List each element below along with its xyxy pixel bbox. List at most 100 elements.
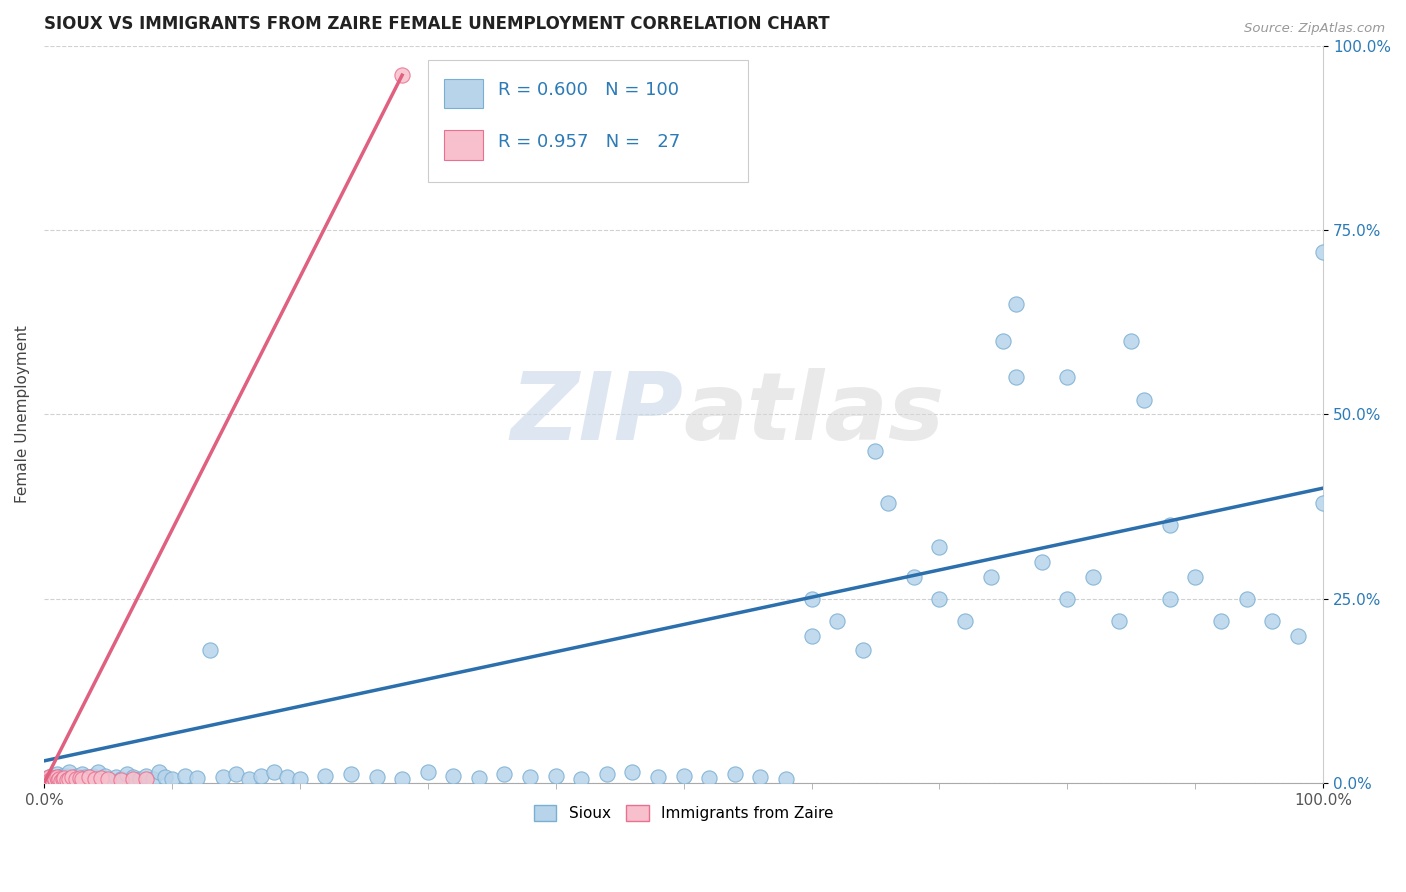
Point — [128, 772, 150, 787]
Point — [65, 772, 87, 787]
Point — [877, 496, 900, 510]
Point — [173, 769, 195, 783]
Legend: Sioux, Immigrants from Zaire: Sioux, Immigrants from Zaire — [527, 799, 839, 827]
Point — [953, 614, 976, 628]
Point — [45, 767, 67, 781]
Point — [366, 770, 388, 784]
Point — [1005, 370, 1028, 384]
Point — [56, 773, 79, 788]
Point — [212, 770, 235, 784]
Point — [63, 773, 86, 788]
Point — [72, 772, 94, 786]
Point — [60, 770, 83, 784]
Point — [200, 643, 222, 657]
Point — [38, 770, 60, 784]
Point — [84, 771, 107, 785]
Point — [416, 764, 439, 779]
Point — [110, 773, 132, 788]
Point — [37, 772, 59, 787]
Point — [82, 769, 104, 783]
Point — [77, 770, 100, 784]
Point — [100, 773, 122, 788]
Point — [1133, 392, 1156, 407]
Point — [142, 772, 165, 786]
Text: Source: ZipAtlas.com: Source: ZipAtlas.com — [1244, 22, 1385, 36]
Point — [41, 769, 63, 783]
Point — [122, 772, 145, 786]
Point — [37, 772, 59, 787]
Point — [160, 772, 183, 787]
Point — [94, 769, 117, 783]
Point — [52, 772, 75, 786]
Point — [104, 770, 127, 784]
Point — [77, 772, 100, 787]
Point — [1312, 245, 1334, 260]
Point — [1056, 591, 1078, 606]
Point — [72, 767, 94, 781]
Point — [1209, 614, 1232, 628]
Point — [250, 769, 273, 783]
Point — [186, 771, 208, 785]
Point — [441, 769, 464, 783]
Point — [340, 767, 363, 781]
Point — [724, 767, 747, 781]
Point — [122, 770, 145, 784]
Point — [1312, 496, 1334, 510]
Point — [928, 591, 950, 606]
Point — [993, 334, 1015, 348]
Point — [69, 772, 91, 786]
FancyBboxPatch shape — [444, 130, 482, 160]
Text: R = 0.600   N = 100: R = 0.600 N = 100 — [498, 81, 679, 99]
Point — [1184, 569, 1206, 583]
Point — [53, 773, 76, 788]
Point — [596, 767, 619, 781]
Point — [135, 772, 157, 787]
Point — [903, 569, 925, 583]
Point — [42, 773, 65, 788]
Point — [135, 769, 157, 783]
Point — [775, 772, 797, 787]
Point — [263, 764, 285, 779]
Point — [800, 591, 823, 606]
Point — [238, 772, 260, 786]
Point — [86, 764, 108, 779]
Point — [148, 764, 170, 779]
Point — [749, 770, 772, 784]
Point — [90, 771, 112, 785]
Point — [69, 771, 91, 785]
Point — [60, 771, 83, 785]
Point — [1236, 591, 1258, 606]
Text: R = 0.957   N =   27: R = 0.957 N = 27 — [498, 133, 681, 151]
Point — [58, 770, 80, 784]
Point — [928, 540, 950, 554]
Point — [1159, 591, 1181, 606]
Point — [110, 772, 132, 787]
Point — [55, 769, 77, 783]
Point — [288, 772, 311, 787]
Point — [39, 773, 62, 788]
Point — [1108, 614, 1130, 628]
Point — [276, 770, 298, 784]
Point — [1121, 334, 1143, 348]
Point — [865, 444, 887, 458]
Point — [48, 770, 70, 784]
Point — [621, 764, 644, 779]
Text: ZIP: ZIP — [510, 368, 683, 460]
Point — [52, 772, 75, 787]
Point — [697, 771, 720, 785]
Point — [468, 771, 491, 785]
Point — [647, 770, 669, 784]
Point — [980, 569, 1002, 583]
Point — [672, 769, 695, 783]
Point — [800, 629, 823, 643]
Point — [494, 767, 516, 781]
Point — [1261, 614, 1284, 628]
Point — [544, 769, 567, 783]
Point — [49, 773, 72, 788]
Point — [391, 68, 413, 82]
Point — [1056, 370, 1078, 384]
Point — [97, 772, 120, 786]
FancyBboxPatch shape — [444, 78, 482, 108]
Point — [53, 771, 76, 785]
Point — [49, 773, 72, 788]
